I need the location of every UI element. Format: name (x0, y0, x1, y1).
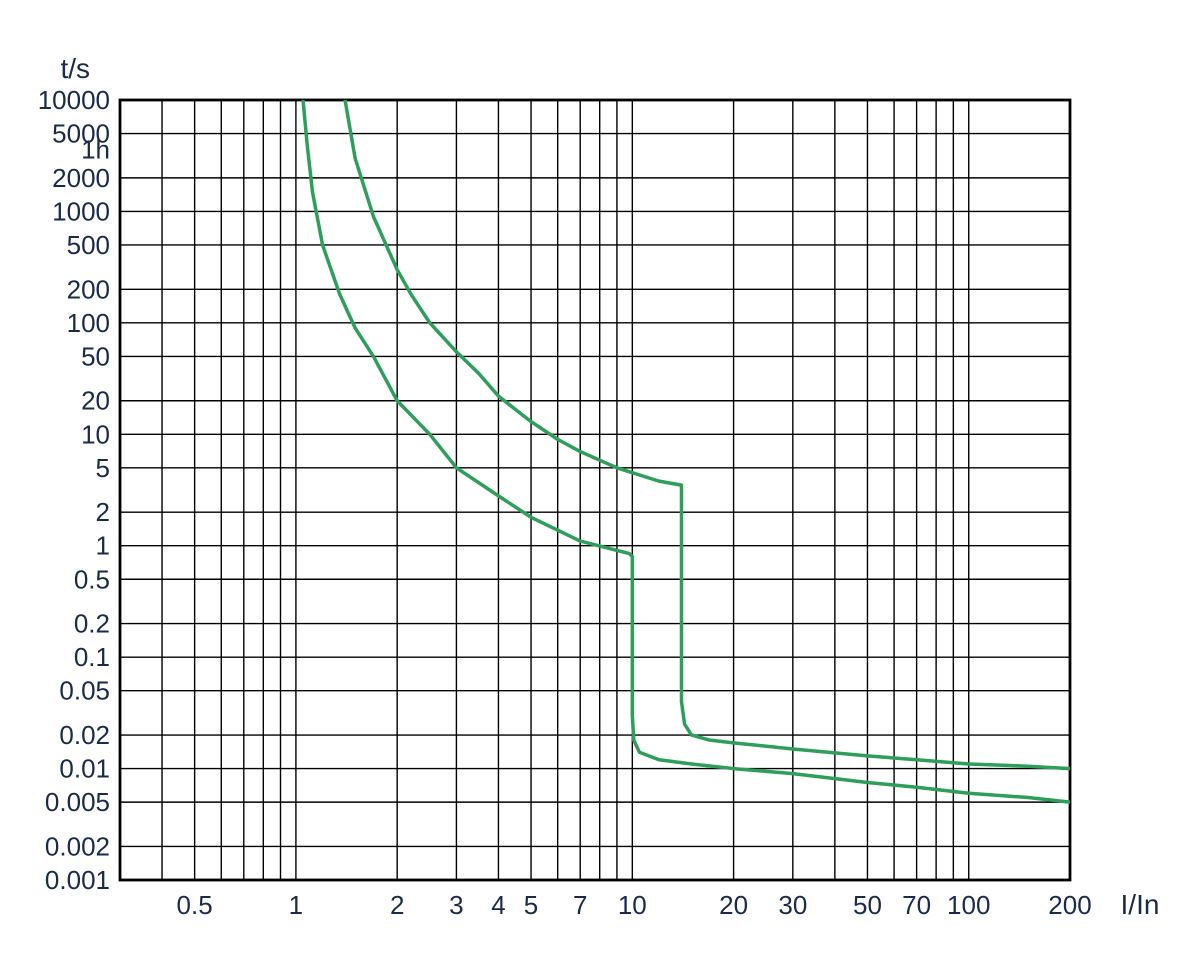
svg-text:10000: 10000 (38, 85, 110, 115)
svg-text:20: 20 (81, 386, 110, 416)
svg-text:100: 100 (67, 308, 110, 338)
svg-text:50: 50 (853, 890, 882, 920)
svg-text:1000: 1000 (52, 196, 110, 226)
svg-text:2: 2 (96, 497, 110, 527)
svg-text:7: 7 (573, 890, 587, 920)
svg-text:0.005: 0.005 (45, 787, 110, 817)
svg-text:200: 200 (67, 274, 110, 304)
svg-text:100: 100 (947, 890, 990, 920)
svg-text:5: 5 (96, 453, 110, 483)
svg-text:1h: 1h (81, 134, 110, 164)
svg-text:30: 30 (778, 890, 807, 920)
svg-text:1: 1 (96, 531, 110, 561)
svg-text:1: 1 (289, 890, 303, 920)
svg-text:0.001: 0.001 (45, 865, 110, 895)
svg-text:0.2: 0.2 (74, 609, 110, 639)
svg-text:70: 70 (902, 890, 931, 920)
svg-text:0.01: 0.01 (59, 754, 110, 784)
svg-text:0.002: 0.002 (45, 831, 110, 861)
svg-text:5: 5 (524, 890, 538, 920)
svg-text:2000: 2000 (52, 163, 110, 193)
svg-text:0.5: 0.5 (177, 890, 213, 920)
svg-text:0.1: 0.1 (74, 642, 110, 672)
svg-text:200: 200 (1048, 890, 1091, 920)
svg-text:3: 3 (449, 890, 463, 920)
svg-text:0.02: 0.02 (59, 720, 110, 750)
svg-text:4: 4 (491, 890, 505, 920)
svg-text:10: 10 (81, 419, 110, 449)
svg-text:0.05: 0.05 (59, 676, 110, 706)
svg-text:2: 2 (390, 890, 404, 920)
svg-text:I/In: I/In (1121, 889, 1160, 920)
svg-text:t/s: t/s (60, 53, 90, 84)
svg-text:500: 500 (67, 230, 110, 260)
trip-curve-chart: 100005000200010005002001005020105210.50.… (0, 0, 1200, 960)
svg-text:20: 20 (719, 890, 748, 920)
svg-text:0.5: 0.5 (74, 564, 110, 594)
svg-text:50: 50 (81, 341, 110, 371)
svg-text:10: 10 (618, 890, 647, 920)
